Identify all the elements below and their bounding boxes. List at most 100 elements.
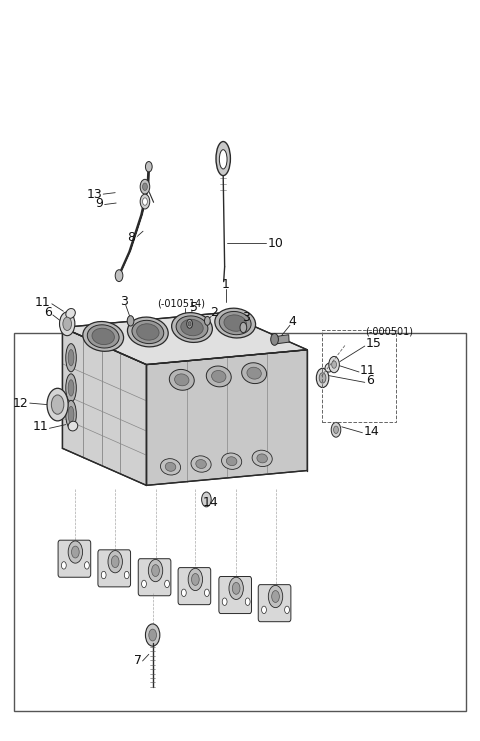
- Circle shape: [204, 316, 210, 325]
- Ellipse shape: [108, 551, 122, 573]
- Circle shape: [332, 361, 336, 368]
- Circle shape: [181, 589, 186, 597]
- Circle shape: [140, 194, 150, 209]
- Ellipse shape: [257, 454, 267, 463]
- Ellipse shape: [219, 150, 227, 169]
- Circle shape: [63, 317, 72, 330]
- Circle shape: [187, 319, 192, 328]
- FancyBboxPatch shape: [258, 585, 291, 622]
- Ellipse shape: [216, 142, 230, 176]
- Circle shape: [140, 179, 150, 194]
- Ellipse shape: [325, 363, 334, 372]
- Ellipse shape: [68, 379, 74, 396]
- Circle shape: [165, 580, 169, 588]
- Ellipse shape: [66, 308, 75, 319]
- Circle shape: [145, 624, 160, 646]
- Ellipse shape: [87, 325, 119, 348]
- FancyBboxPatch shape: [58, 540, 91, 577]
- Ellipse shape: [181, 319, 203, 336]
- Circle shape: [329, 356, 339, 373]
- Ellipse shape: [272, 591, 279, 602]
- Text: 11: 11: [35, 296, 50, 309]
- Circle shape: [271, 333, 278, 345]
- Ellipse shape: [169, 370, 194, 391]
- Ellipse shape: [227, 456, 237, 465]
- Ellipse shape: [192, 574, 199, 585]
- Circle shape: [101, 571, 106, 579]
- Polygon shape: [62, 328, 146, 485]
- Text: 4: 4: [288, 315, 296, 328]
- Ellipse shape: [152, 565, 159, 576]
- Ellipse shape: [148, 559, 163, 582]
- Text: (-000501): (-000501): [365, 327, 413, 337]
- Bar: [322, 330, 396, 422]
- Text: 3: 3: [242, 310, 250, 324]
- Circle shape: [143, 183, 147, 190]
- Ellipse shape: [132, 320, 164, 344]
- Text: 13: 13: [86, 187, 102, 201]
- Circle shape: [319, 373, 326, 383]
- Ellipse shape: [172, 313, 212, 342]
- Circle shape: [124, 571, 129, 579]
- Text: 9: 9: [96, 197, 103, 210]
- Text: 8: 8: [127, 230, 135, 244]
- Text: 6: 6: [44, 306, 52, 319]
- Text: 14: 14: [364, 425, 380, 438]
- Ellipse shape: [160, 459, 180, 475]
- Ellipse shape: [165, 462, 176, 471]
- Ellipse shape: [68, 541, 83, 563]
- Text: 5: 5: [190, 301, 198, 314]
- Circle shape: [222, 598, 227, 605]
- Ellipse shape: [232, 582, 240, 594]
- Ellipse shape: [219, 311, 251, 335]
- Ellipse shape: [188, 568, 203, 591]
- Text: (-010514): (-010514): [157, 299, 205, 309]
- FancyBboxPatch shape: [219, 576, 252, 614]
- Circle shape: [316, 368, 329, 388]
- Text: 1: 1: [222, 278, 229, 291]
- Ellipse shape: [128, 317, 168, 347]
- Ellipse shape: [222, 453, 242, 469]
- Text: 2: 2: [210, 306, 217, 319]
- Circle shape: [145, 162, 152, 172]
- Circle shape: [51, 395, 64, 414]
- Text: 11: 11: [360, 364, 376, 377]
- Circle shape: [47, 388, 68, 421]
- Ellipse shape: [268, 585, 283, 608]
- Polygon shape: [62, 313, 307, 365]
- Text: 15: 15: [366, 337, 382, 350]
- Circle shape: [84, 562, 89, 569]
- Polygon shape: [146, 350, 307, 485]
- Bar: [275, 335, 289, 344]
- FancyBboxPatch shape: [138, 559, 171, 596]
- Ellipse shape: [83, 322, 123, 351]
- Ellipse shape: [215, 308, 255, 338]
- Circle shape: [143, 198, 147, 205]
- Text: 12: 12: [13, 396, 29, 410]
- Ellipse shape: [224, 315, 246, 331]
- Circle shape: [115, 270, 123, 282]
- Ellipse shape: [66, 373, 76, 402]
- Circle shape: [127, 316, 134, 326]
- Text: 11: 11: [32, 420, 48, 433]
- Ellipse shape: [229, 577, 243, 599]
- Circle shape: [60, 312, 75, 336]
- Ellipse shape: [68, 406, 74, 422]
- Circle shape: [149, 629, 156, 641]
- Circle shape: [61, 562, 66, 569]
- Ellipse shape: [175, 374, 189, 386]
- Circle shape: [334, 426, 338, 433]
- Circle shape: [262, 606, 266, 614]
- Ellipse shape: [247, 368, 261, 379]
- Ellipse shape: [176, 316, 208, 339]
- Ellipse shape: [72, 546, 79, 558]
- Ellipse shape: [241, 363, 266, 384]
- Ellipse shape: [68, 350, 74, 366]
- Ellipse shape: [92, 328, 114, 345]
- Ellipse shape: [66, 344, 76, 372]
- Ellipse shape: [68, 421, 78, 431]
- Ellipse shape: [111, 556, 119, 568]
- Circle shape: [204, 589, 209, 597]
- Ellipse shape: [66, 400, 76, 428]
- Ellipse shape: [196, 459, 206, 468]
